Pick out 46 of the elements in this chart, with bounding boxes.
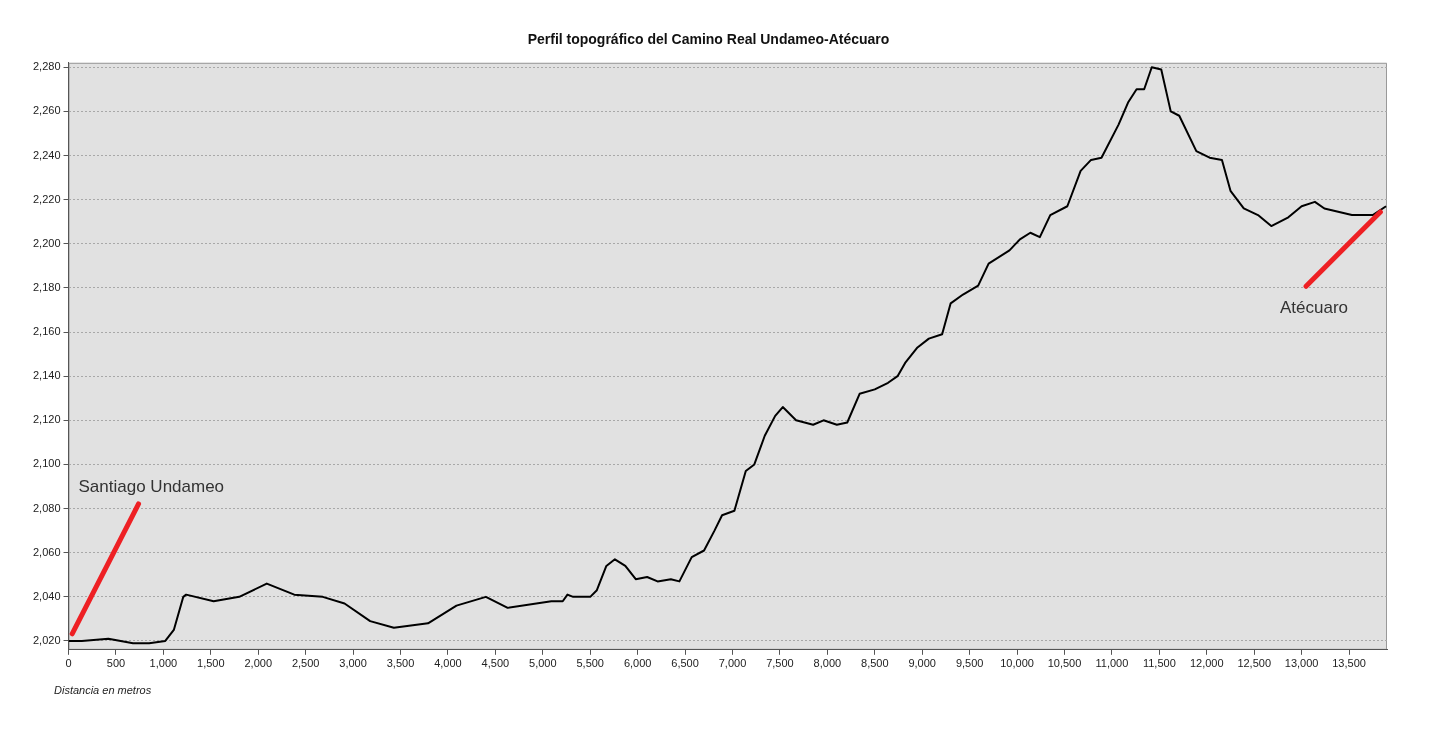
x-tick-label: 1,000 xyxy=(149,657,178,670)
x-tick-label: 2,000 xyxy=(244,657,272,670)
x-tick-label: 2,500 xyxy=(291,657,320,670)
y-tick-label: 2,220 xyxy=(33,192,61,205)
x-tick-label: 6,000 xyxy=(623,657,652,670)
x-tick-label: 4,000 xyxy=(434,657,462,670)
y-tick-label: 2,080 xyxy=(33,501,61,514)
x-tick-label: 11,000 xyxy=(1095,657,1129,670)
y-tick-label: 2,160 xyxy=(33,325,61,338)
x-tick-label: 3,000 xyxy=(339,657,367,670)
x-tick-label: 12,500 xyxy=(1237,657,1272,670)
y-tick-label: 2,140 xyxy=(33,369,61,382)
x-tick-label: 7,500 xyxy=(766,657,794,670)
y-tick-label: 2,020 xyxy=(33,634,61,646)
x-tick-label: 7,000 xyxy=(718,657,747,670)
x-tick-label: 0 xyxy=(65,657,72,670)
y-tick-label: 2,060 xyxy=(33,545,61,558)
y-tick-label: 2,240 xyxy=(33,148,61,161)
annotation: Atécuaro xyxy=(1280,298,1349,318)
y-tick-label: 2,180 xyxy=(33,280,61,293)
y-tick-label: 2,280 xyxy=(33,60,61,73)
y-tick-label: 2,040 xyxy=(33,589,61,602)
x-tick-label: 4,500 xyxy=(481,657,510,670)
x-tick-label: 6,500 xyxy=(671,657,699,670)
x-tick-label: 3,500 xyxy=(386,657,415,670)
y-tick-label: 2,100 xyxy=(33,457,61,470)
x-tick-label: 9,500 xyxy=(955,657,984,670)
x-tick-label: 5,000 xyxy=(529,657,557,670)
x-tick-label: 10,000 xyxy=(1000,657,1034,670)
x-tick-label: 10,500 xyxy=(1047,657,1082,670)
x-tick-label: 9,000 xyxy=(908,657,936,670)
x-tick-label: 12,000 xyxy=(1189,657,1224,670)
y-tick-label: 2,260 xyxy=(33,104,61,117)
y-tick-label: 2,200 xyxy=(33,236,61,249)
x-tick-label: 13,500 xyxy=(1332,657,1366,670)
x-tick-label: 8,500 xyxy=(861,657,889,670)
x-tick-label: 11,500 xyxy=(1142,657,1176,670)
x-axis-title: Distancia en metros xyxy=(54,684,152,697)
x-tick-label: 8,000 xyxy=(813,657,842,670)
x-tick-label: 500 xyxy=(106,657,126,670)
x-tick-label: 13,000 xyxy=(1284,657,1319,670)
x-tick-label: 1,500 xyxy=(197,657,225,670)
annotation: Santiago Undameo xyxy=(78,477,225,497)
y-tick-label: 2,120 xyxy=(33,413,61,426)
chart-title: Perfil topográfico del Camino Real Undameo-Atécuaro xyxy=(527,31,890,48)
x-tick-label: 5,500 xyxy=(576,657,604,670)
